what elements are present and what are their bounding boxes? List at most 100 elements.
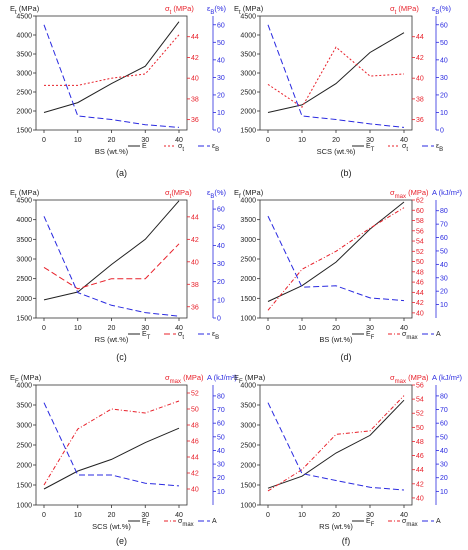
right2-tick-label: 10 <box>440 489 448 496</box>
right-tick-label: 40 <box>416 495 424 502</box>
right2-tick-label: 20 <box>217 279 225 286</box>
left-tick-label: 3000 <box>16 423 32 430</box>
chart-panel: 0 10 20 30 40 RS (wt.%) 1500 2000 2500 3000 3500 40… <box>10 188 227 362</box>
right-tick-label: 42 <box>191 471 199 478</box>
right2-tick-label: 0 <box>217 316 221 323</box>
right2-tick-label: 60 <box>217 421 225 428</box>
right2-tick-label: 0 <box>440 128 444 135</box>
legend-label: ET <box>142 331 151 341</box>
right-tick-label: 42 <box>416 55 424 62</box>
x-axis-title: BS (wt.%) <box>319 335 353 344</box>
left-tick-label: 1500 <box>240 296 256 303</box>
right2-tick-label: 30 <box>440 75 448 82</box>
right2-axis-title: εB(%) <box>207 4 227 16</box>
left-tick-label: 2500 <box>16 443 32 450</box>
right-tick-label: 44 <box>191 455 199 462</box>
left-tick-label: 3000 <box>240 423 256 430</box>
right2-tick-label: 40 <box>217 57 225 64</box>
plot-frame <box>35 15 188 131</box>
x-tick-label: 30 <box>366 137 374 144</box>
panel-caption: (e) <box>116 536 127 546</box>
right2-tick-label: 20 <box>440 289 448 296</box>
left-axis-title: Ef (MPa) <box>234 188 264 200</box>
legend-label: σmax <box>178 518 194 528</box>
series-line <box>43 24 180 128</box>
left-tick-label: 1500 <box>16 483 32 490</box>
right2-tick-label: 80 <box>440 208 448 215</box>
right-axis-title: σmax (MPa) <box>390 373 429 385</box>
x-tick-label: 40 <box>175 137 183 144</box>
right2-axis-title: A (kJ/m²) <box>432 373 463 382</box>
x-tick-label: 40 <box>175 512 183 519</box>
right2-tick-label: 30 <box>217 462 225 469</box>
right2-tick-label: 50 <box>440 40 448 47</box>
left-axis-title: EF (MPa) <box>234 373 266 385</box>
series-line <box>267 201 405 302</box>
right-tick-label: 50 <box>191 407 199 414</box>
right2-tick-label: 50 <box>440 434 448 441</box>
left-tick-label: 3000 <box>16 71 32 78</box>
right-tick-label: 52 <box>416 411 424 418</box>
legend-label: σt <box>178 331 184 341</box>
x-tick-label: 0 <box>266 512 270 519</box>
right-tick-label: 44 <box>416 34 424 41</box>
right2-axis-title: εB(%) <box>207 188 227 200</box>
chart-panel: 0 10 20 30 40 BS (wt.%) 1500 2000 2500 3000 3500 40… <box>10 4 227 178</box>
right-tick-label: 54 <box>416 239 424 246</box>
right-tick-label: 40 <box>416 310 424 317</box>
x-tick-label: 20 <box>108 137 116 144</box>
plot-frame <box>259 384 413 506</box>
left-tick-label: 4000 <box>240 383 256 390</box>
x-tick-label: 30 <box>141 137 149 144</box>
x-tick-label: 40 <box>400 325 408 332</box>
series-line <box>267 399 405 489</box>
series-line <box>267 395 405 492</box>
series-line <box>267 402 405 491</box>
legend-label: E <box>142 143 147 150</box>
panel-caption: (a) <box>116 168 127 178</box>
right2-axis-title: εB(%) <box>432 4 452 16</box>
legend-label: εB <box>212 143 219 153</box>
chart-panel: 0 10 20 30 40 RS (wt.%) 1000 1500 2000 2500 3000 35… <box>234 373 463 546</box>
right-tick-label: 40 <box>191 259 199 266</box>
x-tick-label: 20 <box>108 325 116 332</box>
left-tick-label: 4000 <box>16 217 32 224</box>
right-tick-label: 44 <box>191 214 199 221</box>
left-axis-title: EF (MPa) <box>10 373 42 385</box>
right-tick-label: 38 <box>191 282 199 289</box>
right-tick-label: 58 <box>416 218 424 225</box>
right2-tick-label: 10 <box>217 110 225 117</box>
right2-tick-label: 60 <box>217 207 225 214</box>
right-axis-title: σt (MPa) <box>390 4 419 16</box>
legend-label: EF <box>142 518 151 528</box>
right-tick-label: 52 <box>191 391 199 398</box>
legend-label: σt <box>178 143 184 153</box>
right2-tick-label: 20 <box>217 475 225 482</box>
right2-tick-label: 10 <box>440 110 448 117</box>
right-axis-title: σt(MPa) <box>165 188 192 200</box>
right2-tick-label: 70 <box>217 407 225 414</box>
left-tick-label: 3000 <box>16 257 32 264</box>
right-tick-label: 46 <box>191 439 199 446</box>
legend-label: A <box>212 518 217 525</box>
right-tick-label: 36 <box>191 117 199 124</box>
left-tick-label: 1500 <box>16 128 32 135</box>
left-tick-label: 2500 <box>240 257 256 264</box>
legend-label: σmax <box>402 331 418 341</box>
left-tick-label: 2500 <box>16 276 32 283</box>
left-tick-label: 1500 <box>240 483 256 490</box>
right-tick-label: 60 <box>416 208 424 215</box>
right2-tick-label: 30 <box>217 75 225 82</box>
right-tick-label: 42 <box>191 55 199 62</box>
panel-caption: (b) <box>341 168 352 178</box>
left-tick-label: 2000 <box>240 276 256 283</box>
right-tick-label: 46 <box>416 280 424 287</box>
right-tick-label: 50 <box>416 425 424 432</box>
legend-label: εB <box>436 143 443 153</box>
right2-axis-title: A (kJ/m²) <box>432 188 463 197</box>
x-axis-title: RS (wt.%) <box>95 335 129 344</box>
right2-tick-label: 80 <box>440 393 448 400</box>
x-tick-label: 30 <box>366 325 374 332</box>
left-tick-label: 4000 <box>240 33 256 40</box>
x-tick-label: 40 <box>400 512 408 519</box>
